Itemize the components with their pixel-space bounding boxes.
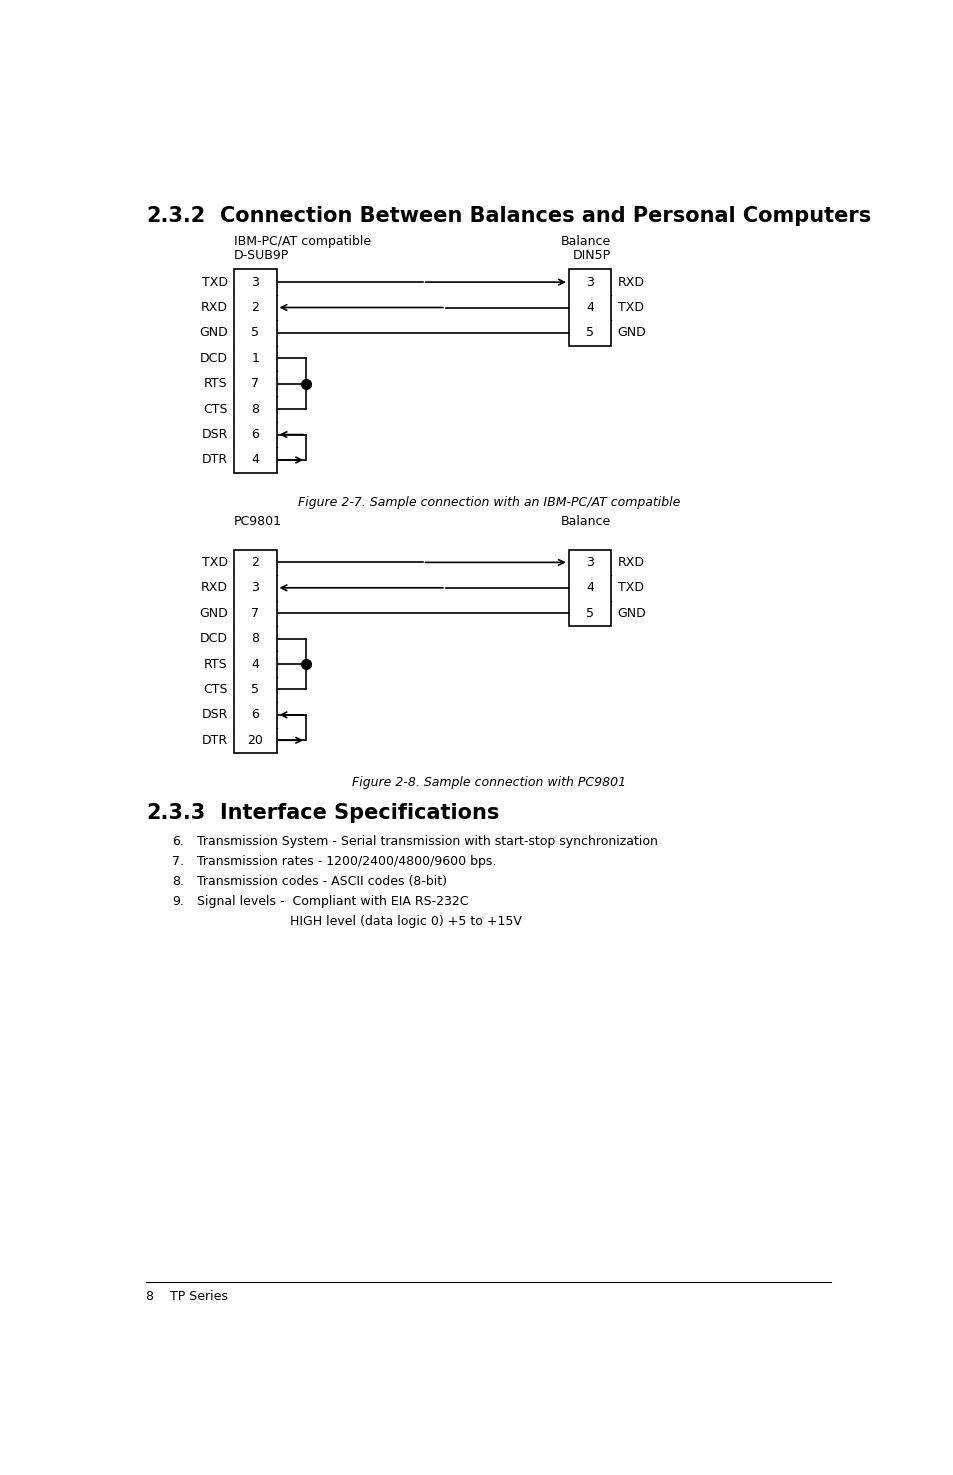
- Text: 2: 2: [251, 301, 259, 314]
- Text: RXD: RXD: [617, 276, 644, 289]
- Text: Balance: Balance: [560, 235, 611, 248]
- Text: CTS: CTS: [203, 403, 228, 416]
- Bar: [568, 550, 611, 625]
- Text: TXD: TXD: [617, 301, 643, 314]
- Text: 7: 7: [251, 606, 259, 619]
- Text: 2: 2: [251, 556, 259, 569]
- Text: 7: 7: [251, 378, 259, 391]
- Text: 6: 6: [251, 708, 259, 721]
- Text: DTR: DTR: [201, 453, 228, 466]
- Text: 4: 4: [251, 453, 259, 466]
- Text: TXD: TXD: [201, 276, 228, 289]
- Bar: [568, 270, 611, 345]
- Text: 8    TP Series: 8 TP Series: [146, 1289, 228, 1302]
- Bar: [233, 270, 276, 472]
- Text: Figure 2-8. Sample connection with PC9801: Figure 2-8. Sample connection with PC980…: [352, 776, 625, 789]
- Text: 8: 8: [251, 633, 259, 645]
- Text: 2.3.2: 2.3.2: [146, 207, 206, 226]
- Text: Interface Specifications: Interface Specifications: [220, 802, 498, 823]
- Text: DIN5P: DIN5P: [573, 249, 611, 261]
- Text: GND: GND: [617, 606, 645, 619]
- Text: 9.: 9.: [172, 895, 184, 909]
- Text: RXD: RXD: [200, 581, 228, 594]
- Text: 6.: 6.: [172, 835, 184, 848]
- Bar: [233, 550, 276, 752]
- Text: 4: 4: [251, 658, 259, 671]
- Text: Transmission codes - ASCII codes (8-bit): Transmission codes - ASCII codes (8-bit): [196, 875, 446, 888]
- Text: Signal levels -  Compliant with EIA RS-232C: Signal levels - Compliant with EIA RS-23…: [196, 895, 468, 909]
- Text: Balance: Balance: [560, 515, 611, 528]
- Text: RXD: RXD: [617, 556, 644, 569]
- Text: 3: 3: [251, 276, 259, 289]
- Text: 4: 4: [585, 581, 594, 594]
- Text: DCD: DCD: [199, 633, 228, 645]
- Text: RTS: RTS: [204, 658, 228, 671]
- Text: 3: 3: [251, 581, 259, 594]
- Text: 2.3.3: 2.3.3: [146, 802, 206, 823]
- Text: DSR: DSR: [201, 428, 228, 441]
- Text: RXD: RXD: [200, 301, 228, 314]
- Text: GND: GND: [199, 326, 228, 339]
- Text: 5: 5: [251, 683, 259, 696]
- Text: Connection Between Balances and Personal Computers: Connection Between Balances and Personal…: [220, 207, 870, 226]
- Text: 4: 4: [585, 301, 594, 314]
- Text: 7.: 7.: [172, 855, 184, 869]
- Text: GND: GND: [199, 606, 228, 619]
- Text: DSR: DSR: [201, 708, 228, 721]
- Text: DCD: DCD: [199, 353, 228, 364]
- Text: 5: 5: [585, 326, 594, 339]
- Text: 3: 3: [585, 276, 594, 289]
- Text: IBM-PC/AT compatible: IBM-PC/AT compatible: [233, 235, 371, 248]
- Text: D-SUB9P: D-SUB9P: [233, 249, 289, 261]
- Text: HIGH level (data logic 0) +5 to +15V: HIGH level (data logic 0) +5 to +15V: [290, 916, 521, 928]
- Text: 5: 5: [585, 606, 594, 619]
- Text: Figure 2-7. Sample connection with an IBM-PC/AT compatible: Figure 2-7. Sample connection with an IB…: [297, 496, 679, 509]
- Text: PC9801: PC9801: [233, 515, 282, 528]
- Text: 20: 20: [247, 733, 263, 746]
- Text: 8: 8: [251, 403, 259, 416]
- Text: 5: 5: [251, 326, 259, 339]
- Text: CTS: CTS: [203, 683, 228, 696]
- Text: Transmission rates - 1200/2400/4800/9600 bps.: Transmission rates - 1200/2400/4800/9600…: [196, 855, 496, 869]
- Text: TXD: TXD: [201, 556, 228, 569]
- Text: GND: GND: [617, 326, 645, 339]
- Text: 8.: 8.: [172, 875, 184, 888]
- Text: RTS: RTS: [204, 378, 228, 391]
- Text: TXD: TXD: [617, 581, 643, 594]
- Text: 6: 6: [251, 428, 259, 441]
- Text: DTR: DTR: [201, 733, 228, 746]
- Text: Transmission System - Serial transmission with start-stop synchronization: Transmission System - Serial transmissio…: [196, 835, 657, 848]
- Text: 3: 3: [585, 556, 594, 569]
- Text: 1: 1: [251, 353, 259, 364]
